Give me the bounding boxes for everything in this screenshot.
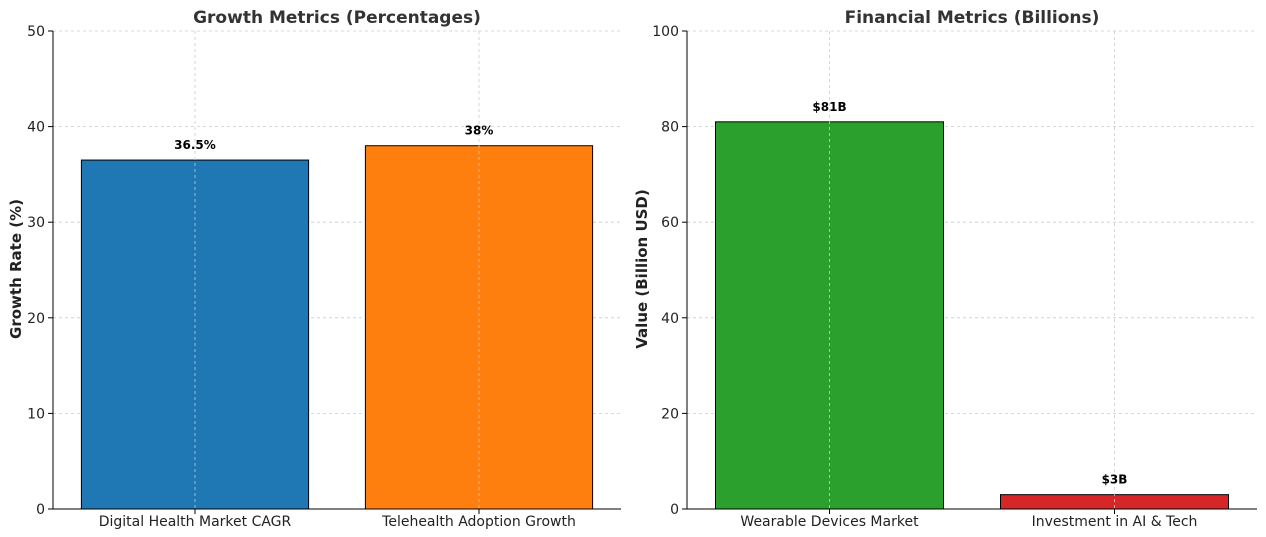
y-tick-label: 20 bbox=[661, 406, 679, 422]
category-labels: Wearable Devices Market Investment in AI … bbox=[740, 514, 1197, 530]
bar bbox=[80, 159, 310, 510]
y-tick-label: 50 bbox=[27, 24, 45, 40]
y-tick-label: 0 bbox=[670, 502, 679, 518]
data-label: $81B bbox=[812, 100, 846, 114]
y-axis-label: Growth Rate (%) bbox=[7, 199, 25, 339]
y-tick-label: 40 bbox=[27, 120, 45, 136]
category-label: Digital Health Market CAGR bbox=[99, 514, 292, 530]
y-tick-label: 100 bbox=[652, 24, 679, 40]
growth-metrics-chart: Growth Metrics (Percentages) Growth Rate… bbox=[7, 8, 621, 530]
chart-title: Financial Metrics (Billions) bbox=[845, 8, 1100, 28]
y-ticks: 0 10 20 30 40 50 bbox=[27, 24, 480, 518]
y-tick-label: 10 bbox=[27, 406, 45, 422]
bars bbox=[715, 31, 1229, 510]
axes bbox=[52, 31, 621, 510]
y-tick-label: 60 bbox=[661, 215, 679, 231]
data-labels: 36.5% 38% bbox=[174, 124, 493, 152]
category-labels: Digital Health Market CAGR Telehealth Ado… bbox=[99, 514, 576, 530]
data-label: 38% bbox=[465, 124, 494, 138]
y-axis-label: Value (Billion USD) bbox=[633, 189, 651, 348]
category-label: Investment in AI & Tech bbox=[1032, 514, 1198, 530]
grid-lines bbox=[53, 30, 621, 414]
y-tick-label: 20 bbox=[27, 311, 45, 327]
data-label: 36.5% bbox=[174, 138, 216, 152]
y-tick-label: 0 bbox=[36, 502, 45, 518]
financial-metrics-chart: Financial Metrics (Billions) Value (Bill… bbox=[633, 8, 1257, 530]
y-tick-label: 80 bbox=[661, 120, 679, 136]
y-ticks: 0 20 40 60 80 100 bbox=[652, 24, 1115, 518]
axes bbox=[686, 31, 1257, 510]
bars bbox=[80, 31, 594, 510]
data-labels: $81B $3B bbox=[812, 100, 1127, 487]
category-label: Telehealth Adoption Growth bbox=[381, 514, 576, 530]
chart-title: Growth Metrics (Percentages) bbox=[193, 8, 481, 28]
y-tick-label: 30 bbox=[27, 215, 45, 231]
category-label: Wearable Devices Market bbox=[740, 514, 919, 530]
data-label: $3B bbox=[1102, 473, 1128, 487]
y-tick-label: 40 bbox=[661, 311, 679, 327]
grid-lines bbox=[687, 30, 1257, 414]
